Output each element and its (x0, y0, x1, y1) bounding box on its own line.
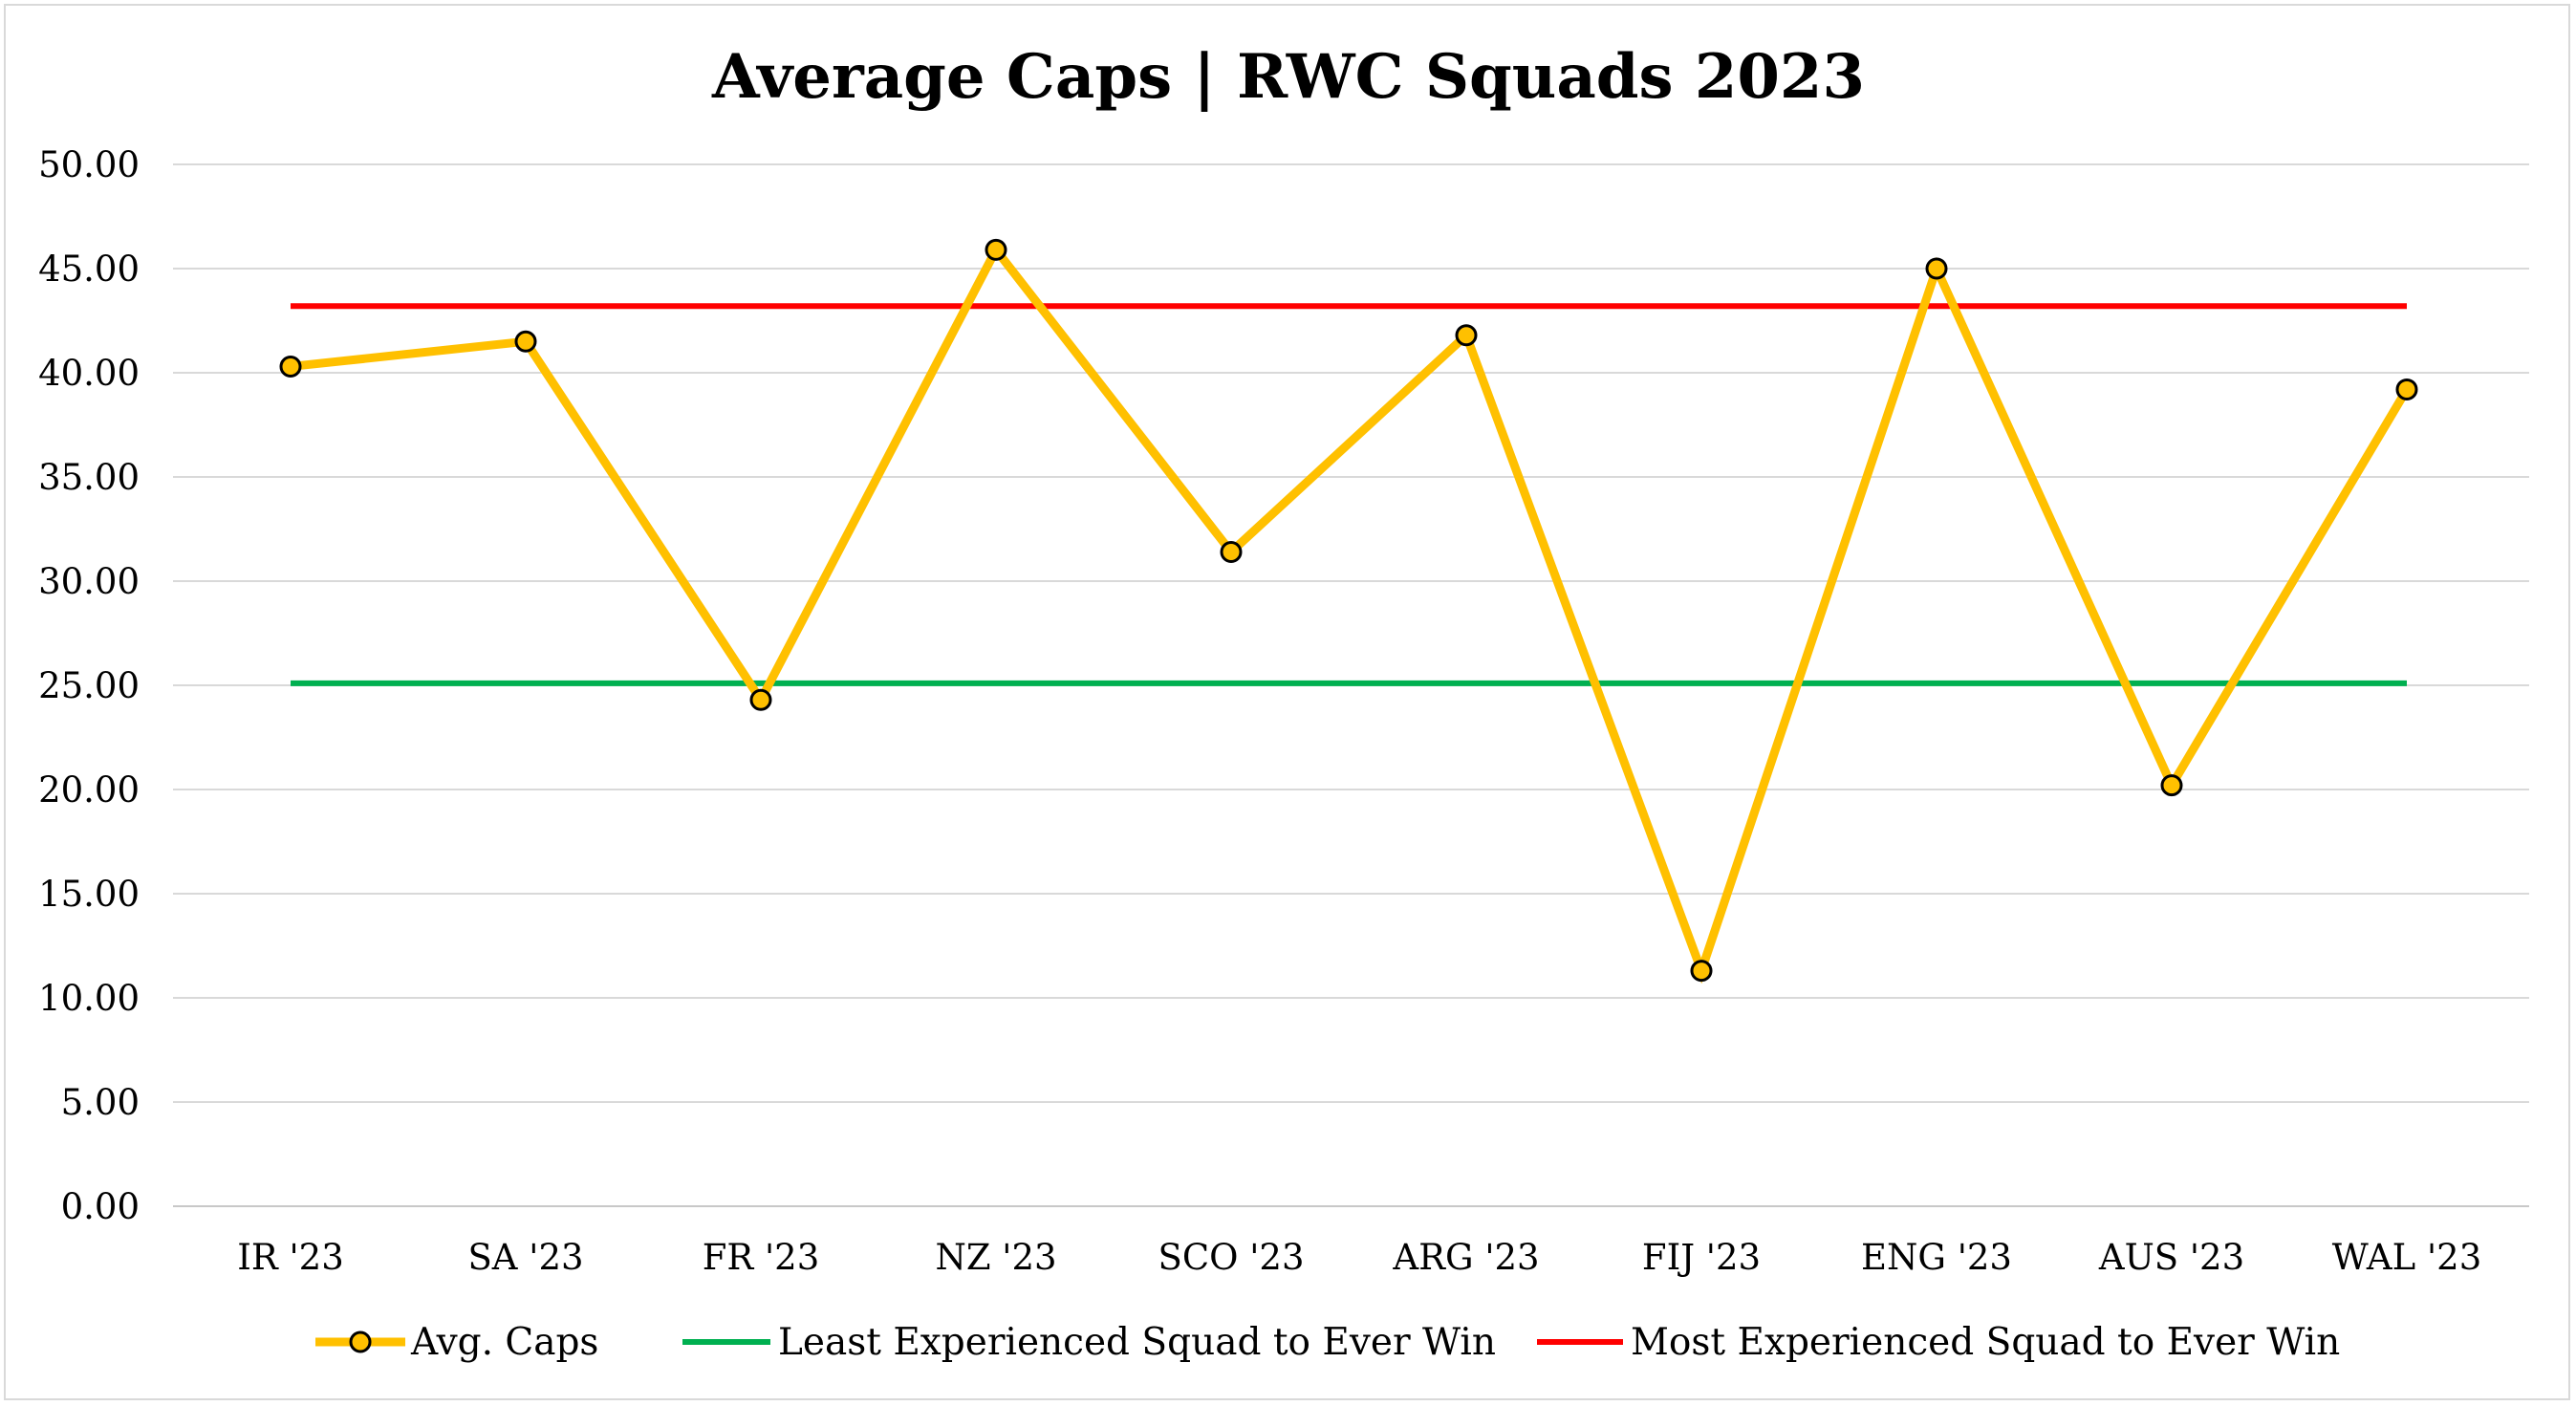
y-tick-label: 35.00 (38, 457, 140, 498)
y-tick-label: 45.00 (38, 249, 140, 290)
line-chart: Average Caps | RWC Squads 2023 0.00 5.00 1… (38, 41, 2529, 1364)
data-point (985, 238, 1007, 261)
y-tick-label: 25.00 (38, 665, 140, 706)
x-tick-label: ARG '23 (1392, 1237, 1539, 1278)
data-point (749, 688, 772, 711)
y-tick-label: 15.00 (38, 874, 140, 915)
data-point (1455, 324, 1478, 347)
legend-item: Most Experienced Squad to Ever Win (1537, 1321, 2340, 1364)
legend-marker (349, 1330, 372, 1353)
x-tick-label: FR '23 (703, 1237, 820, 1278)
legend-label: Least Experienced Squad to Ever Win (778, 1321, 1496, 1364)
y-tick-label: 0.00 (61, 1186, 140, 1227)
y-tick-label: 5.00 (61, 1082, 140, 1123)
legend-item: Least Experienced Squad to Ever Win (682, 1321, 1496, 1364)
legend: Avg. Caps Least Experienced Squad to Ever… (315, 1321, 2340, 1364)
x-tick-label: AUS '23 (2098, 1237, 2244, 1278)
data-point (1690, 960, 1713, 983)
series-line-avg-caps (286, 242, 2412, 984)
x-tick-label: NZ '23 (935, 1237, 1056, 1278)
y-tick-label: 40.00 (38, 353, 140, 394)
data-point (1220, 540, 1243, 563)
legend-item: Avg. Caps (315, 1321, 598, 1364)
x-tick-label: SA '23 (467, 1237, 583, 1278)
data-point (279, 355, 302, 378)
x-tick-label: IR '23 (237, 1237, 344, 1278)
legend-label: Most Experienced Squad to Ever Win (1631, 1321, 2340, 1364)
chart-frame: Average Caps | RWC Squads 2023 0.00 5.00 1… (4, 4, 2570, 1400)
y-tick-label: 30.00 (38, 561, 140, 602)
chart-title: Average Caps | RWC Squads 2023 (711, 41, 1865, 113)
data-point (1925, 257, 1948, 280)
x-tick-label: FIJ '23 (1642, 1237, 1761, 1278)
x-tick-label: ENG '23 (1861, 1237, 2012, 1278)
data-point (2160, 774, 2183, 797)
data-point (514, 330, 537, 353)
x-tick-label: SCO '23 (1158, 1237, 1304, 1278)
series-layer (279, 238, 2418, 984)
y-tick-label: 50.00 (38, 144, 140, 185)
y-tick-label: 10.00 (38, 978, 140, 1019)
y-axis-ticks: 0.00 5.00 10.00 15.00 20.00 25.00 30.00 35.00 40… (38, 144, 140, 1227)
x-tick-label: WAL '23 (2332, 1237, 2482, 1278)
legend-label: Avg. Caps (410, 1321, 598, 1364)
data-point (2395, 378, 2418, 400)
x-axis-ticks: IR '23 SA '23 FR '23 NZ '23 SCO '23 ARG '23 FI… (237, 1237, 2481, 1278)
y-tick-label: 20.00 (38, 769, 140, 811)
